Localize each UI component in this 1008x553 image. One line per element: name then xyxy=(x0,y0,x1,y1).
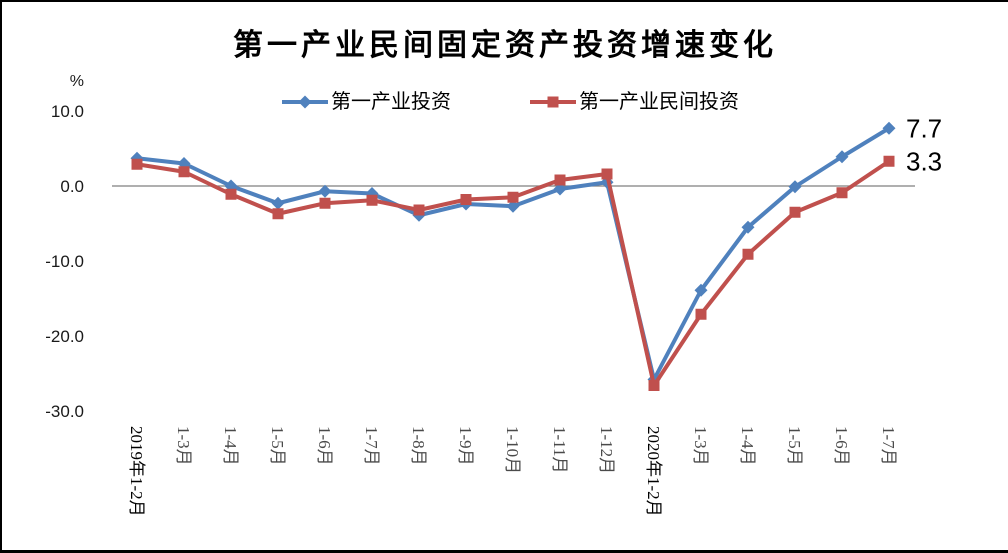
data-point-square-marker xyxy=(131,158,143,170)
data-point-square-marker xyxy=(789,206,801,218)
data-point-square-marker xyxy=(413,204,425,216)
data-point-diamond-marker xyxy=(694,283,708,297)
data-point-square-marker xyxy=(695,308,707,320)
data-point-square-marker xyxy=(460,194,472,205)
x-axis-label: 1-10月 xyxy=(503,426,522,474)
legend-label-primary-investment: 第一产业投资 xyxy=(331,91,451,113)
x-axis-label: 1-9月 xyxy=(456,426,475,466)
series-end-data-label: 3.3 xyxy=(906,146,942,176)
data-point-square-marker xyxy=(554,174,566,186)
data-point-square-marker xyxy=(648,380,660,391)
data-point-diamond-marker xyxy=(506,199,520,213)
legend-line-square-icon xyxy=(530,96,576,108)
legend-item-private-investment: 第一产业民间投资 xyxy=(530,92,739,112)
data-point-square-marker xyxy=(225,188,237,200)
x-axis-label: 1-6月 xyxy=(832,426,851,466)
data-point-diamond-marker xyxy=(741,220,755,234)
data-point-diamond-marker xyxy=(271,196,285,210)
data-point-square-marker xyxy=(366,194,378,206)
x-axis-label: 1-6月 xyxy=(315,426,334,466)
x-axis-label: 1-8月 xyxy=(409,426,428,466)
y-axis-tick-label: -10.0 xyxy=(45,252,84,271)
x-axis-label-year: 2020年1-2月 xyxy=(644,426,663,517)
data-point-square-marker xyxy=(883,155,895,167)
data-point-diamond-marker xyxy=(553,182,567,196)
x-axis-label: 1-12月 xyxy=(597,426,616,474)
data-point-diamond-marker xyxy=(788,180,802,194)
legend-line-diamond-icon xyxy=(282,95,328,109)
data-point-diamond-marker xyxy=(882,121,896,135)
primary-investment-line xyxy=(135,126,891,382)
x-axis-label: 1-4月 xyxy=(221,426,240,466)
x-axis-label: 1-3月 xyxy=(691,426,710,466)
chart-legend: 第一产业投资 第一产业民间投资 xyxy=(282,92,739,112)
data-point-square-marker xyxy=(272,208,284,220)
legend-item-primary-investment: 第一产业投资 xyxy=(282,92,451,112)
y-axis-tick-label: -20.0 xyxy=(45,327,84,346)
y-axis-tick-label: 10.0 xyxy=(51,102,84,121)
x-axis-label: 1-5月 xyxy=(785,426,804,466)
data-point-square-marker xyxy=(601,168,613,180)
data-point-square-marker xyxy=(742,248,754,260)
data-point-square-marker xyxy=(178,166,190,178)
data-point-diamond-marker xyxy=(318,184,332,198)
y-axis-tick-label: -30.0 xyxy=(45,402,84,421)
x-axis-label-year: 2019年1-2月 xyxy=(127,426,146,517)
x-axis-label: 1-4月 xyxy=(738,426,757,466)
y-axis-tick-label: 0.0 xyxy=(60,177,84,196)
x-axis-label: 1-3月 xyxy=(174,426,193,466)
data-point-square-marker xyxy=(836,187,848,199)
x-axis-label: 1-7月 xyxy=(362,426,381,466)
data-point-square-marker xyxy=(507,191,519,203)
x-axis-label: 1-5月 xyxy=(268,426,287,466)
data-point-square-marker xyxy=(319,197,331,209)
x-axis-label: 1-11月 xyxy=(550,426,569,474)
y-axis-unit-label: % xyxy=(70,73,84,90)
data-point-diamond-marker xyxy=(835,150,849,164)
x-axis-label: 1-7月 xyxy=(879,426,898,466)
series-end-data-label: 7.7 xyxy=(906,113,942,143)
legend-label-private-investment: 第一产业民间投资 xyxy=(579,91,739,113)
chart-title: 第一产业民间固定资产投资增速变化 xyxy=(233,29,777,62)
